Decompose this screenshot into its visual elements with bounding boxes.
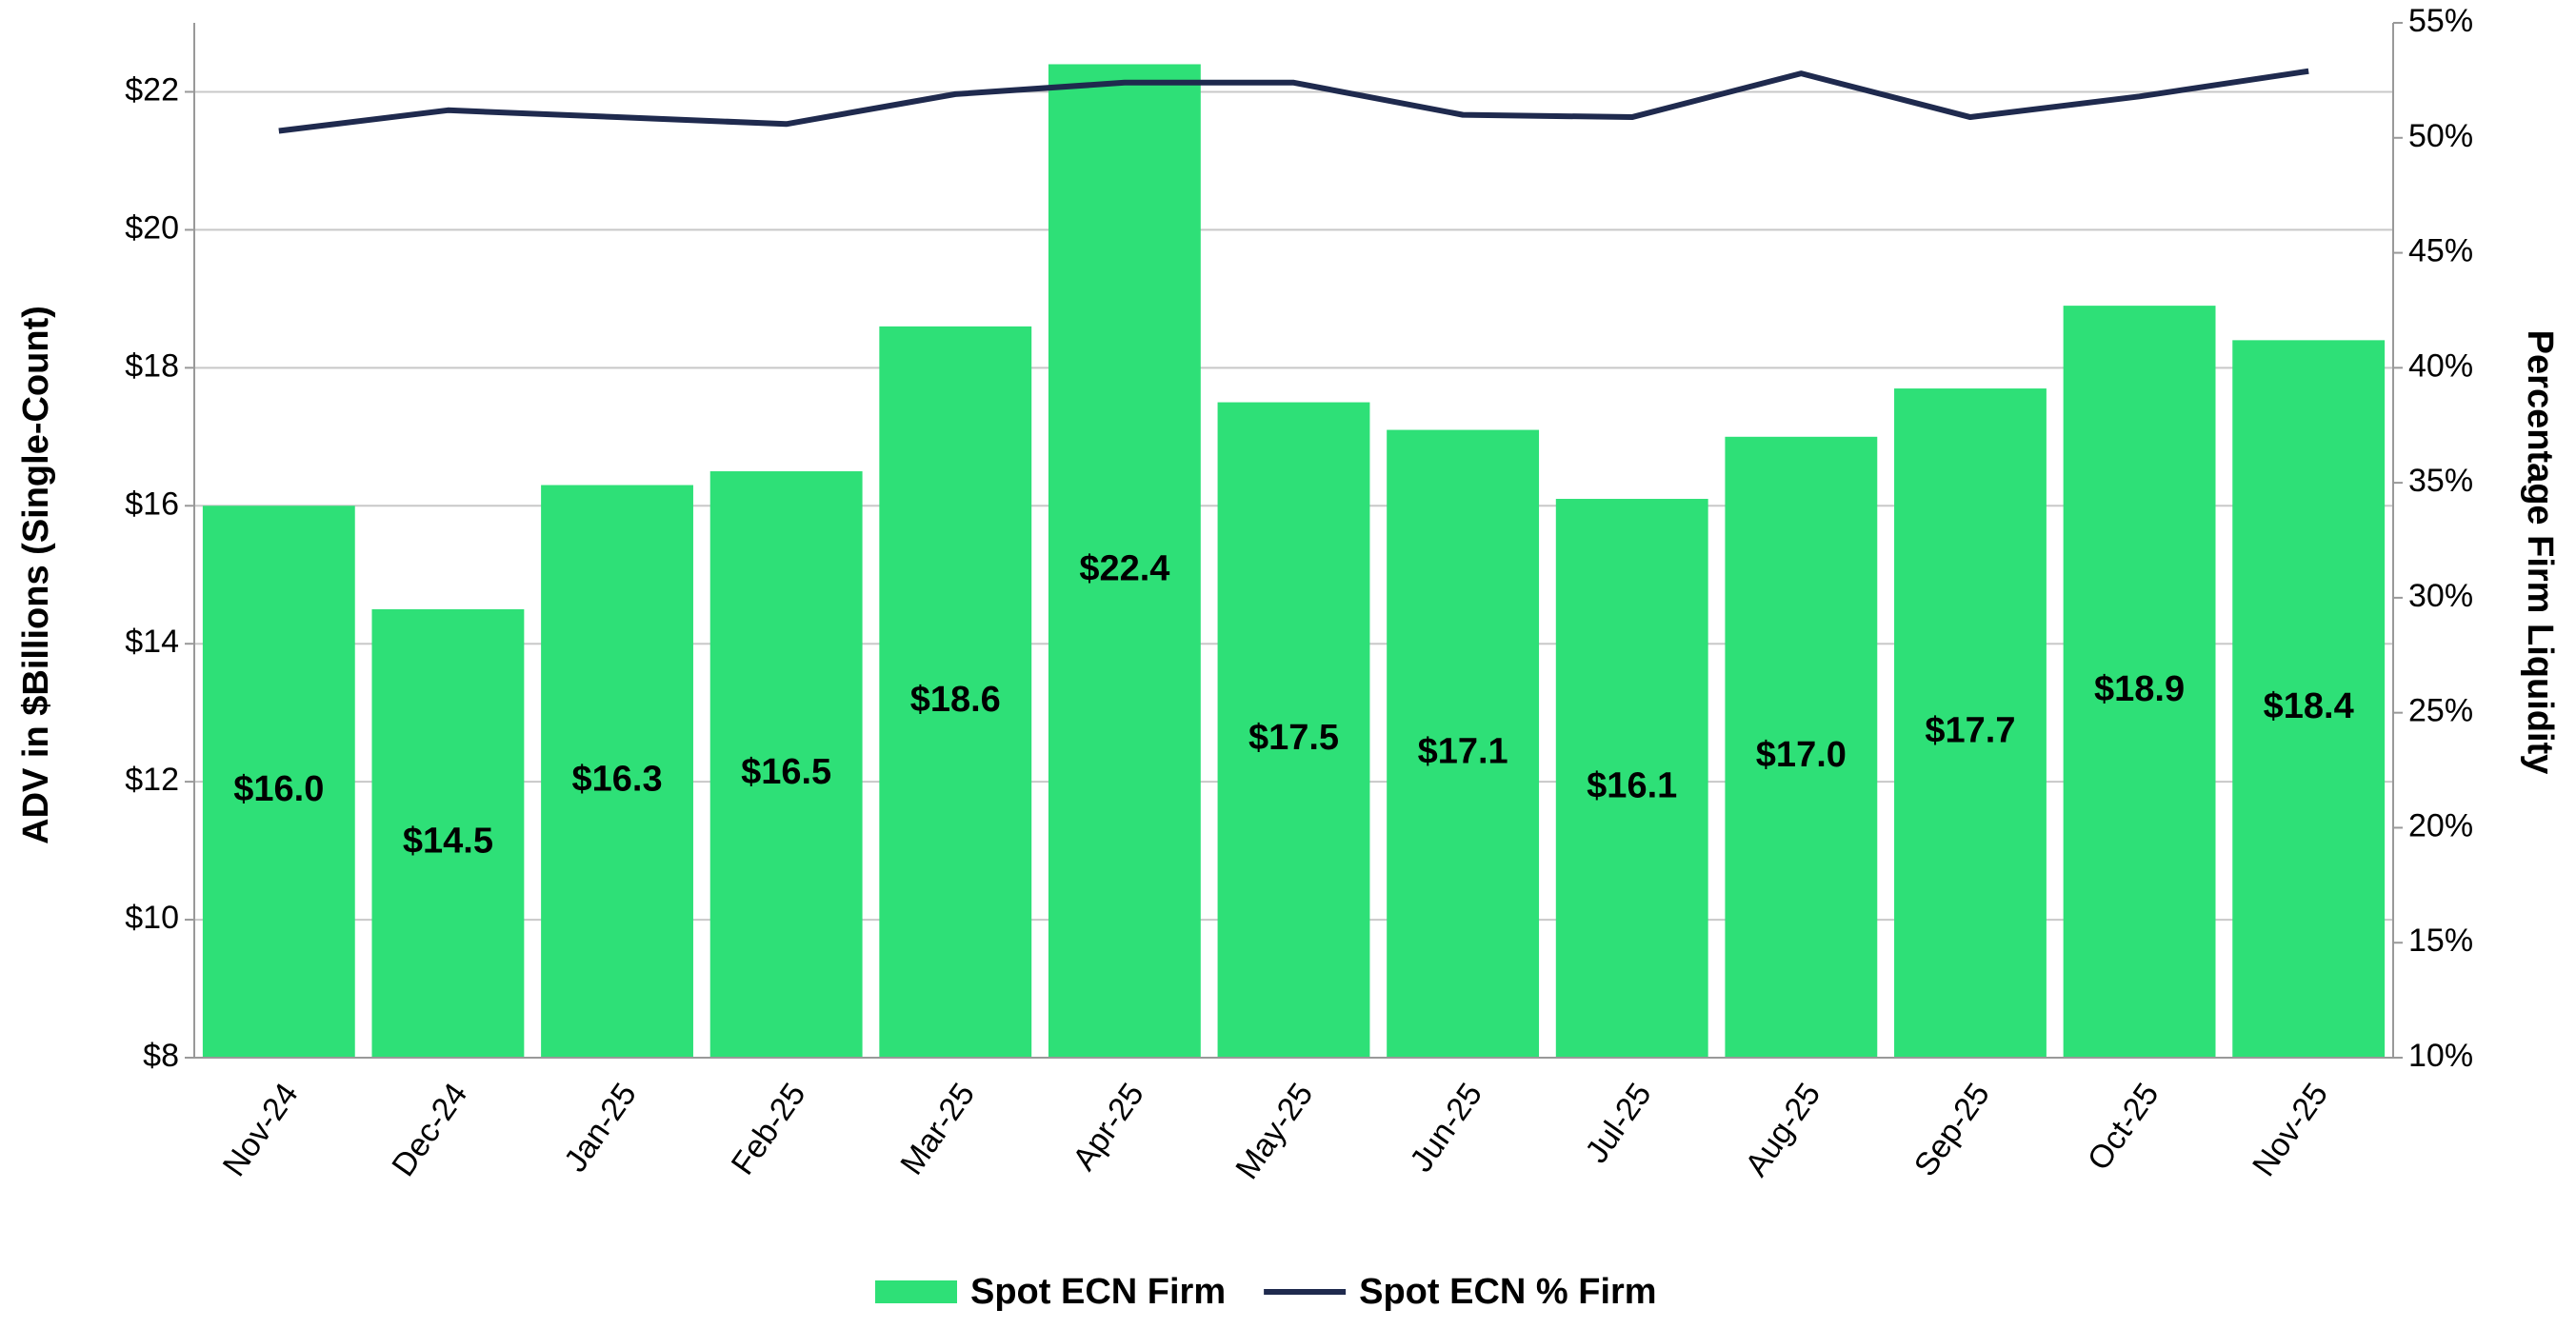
y2-tick-label: 55% xyxy=(2408,3,2473,39)
legend-label: Spot ECN % Firm xyxy=(1359,1272,1656,1312)
y-tick-label: $12 xyxy=(125,762,179,798)
legend-label: Spot ECN Firm xyxy=(970,1272,1226,1312)
value-label: $22.4 xyxy=(1079,548,1169,588)
bar xyxy=(709,471,863,1058)
y-tick-label: $10 xyxy=(125,900,179,936)
y2-tick-label: 35% xyxy=(2408,463,2473,499)
x-tick-label: Mar-25 xyxy=(893,1077,982,1181)
x-tick-label: Jul-25 xyxy=(1578,1077,1658,1170)
y-tick-label: $14 xyxy=(125,624,179,660)
bar xyxy=(879,326,1032,1058)
value-label: $17.7 xyxy=(1925,711,2015,751)
value-label: $16.0 xyxy=(233,769,324,809)
y-tick-label: $18 xyxy=(125,347,179,384)
bar xyxy=(1725,436,1878,1058)
x-tick-label: Oct-25 xyxy=(2081,1077,2167,1177)
bar xyxy=(1555,499,1708,1058)
y2-tick-label: 50% xyxy=(2408,118,2473,154)
value-label: $17.0 xyxy=(1756,735,1847,775)
value-label: $17.1 xyxy=(1418,731,1508,771)
x-tick-label: Dec-24 xyxy=(385,1077,474,1183)
value-label: $18.6 xyxy=(910,680,1001,720)
y2-tick-label: 10% xyxy=(2408,1038,2473,1074)
line xyxy=(278,68,2309,134)
x-tick-label: Feb-25 xyxy=(725,1077,813,1181)
value-label: $16.3 xyxy=(571,759,662,799)
x-tick-label: Apr-25 xyxy=(1066,1077,1151,1177)
bar xyxy=(371,608,525,1058)
y-tick-label: $8 xyxy=(143,1038,179,1074)
x-tick-label: Sep-25 xyxy=(1907,1077,1997,1183)
y-tick-label: $22 xyxy=(125,71,179,108)
x-tick-label: Aug-25 xyxy=(1738,1077,1827,1183)
y-tick-label: $16 xyxy=(125,486,179,522)
y-tick-label: $20 xyxy=(125,209,179,246)
x-tick-label: Nov-25 xyxy=(2246,1077,2335,1183)
value-label: $18.9 xyxy=(2094,669,2185,709)
y-axis-title: ADV in $Billions (Single-Count) xyxy=(16,306,56,844)
bar xyxy=(202,506,355,1058)
bar xyxy=(1894,388,2047,1058)
y2-tick-label: 25% xyxy=(2408,693,2473,729)
bar xyxy=(2232,340,2386,1058)
bar xyxy=(2063,306,2216,1058)
y2-tick-label: 45% xyxy=(2408,233,2473,269)
bar xyxy=(1048,64,1201,1059)
value-label: $17.5 xyxy=(1248,718,1339,758)
axes-frame xyxy=(193,23,2394,1059)
y2-tick-label: 30% xyxy=(2408,578,2473,614)
value-label: $16.5 xyxy=(741,752,831,792)
x-tick-label: Nov-24 xyxy=(216,1077,306,1183)
y2-tick-label: 15% xyxy=(2408,922,2473,959)
x-tick-label: May-25 xyxy=(1228,1077,1320,1186)
bar xyxy=(1387,429,1540,1058)
bar xyxy=(1217,402,1370,1059)
x-tick-label: Jun-25 xyxy=(1403,1077,1489,1179)
y2-axis-title: Percentage Firm Liquidity xyxy=(2520,330,2560,775)
legend-swatch xyxy=(875,1280,957,1303)
x-tick-label: Jan-25 xyxy=(557,1077,644,1179)
value-label: $14.5 xyxy=(403,822,493,862)
value-label: $16.1 xyxy=(1587,766,1677,806)
bar xyxy=(541,485,693,1058)
y2-tick-label: 20% xyxy=(2408,807,2473,843)
value-label: $18.4 xyxy=(2264,686,2354,726)
y2-tick-label: 40% xyxy=(2408,347,2473,384)
